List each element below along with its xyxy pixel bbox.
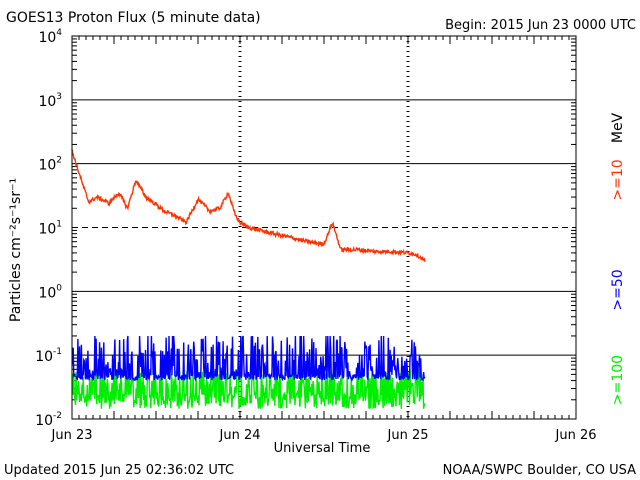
legend-ge100: >=100 [610,355,626,405]
x-tick-label: Jun 25 [387,428,429,443]
x-tick-label: Jun 24 [219,428,261,443]
plot-frame [71,35,577,420]
y-tick-label: 104 [38,28,62,46]
legend-mev-unit: MeV [610,112,626,143]
x-tick-label: Jun 26 [555,428,597,443]
credit-label: NOAA/SWPC Boulder, CO USA [443,463,636,478]
series-ge50-line [71,335,426,382]
y-tick-label: 10-2 [35,411,62,429]
updated-label: Updated 2015 Jun 25 02:36:02 UTC [4,463,234,478]
legend-ge50: >=50 [610,269,626,310]
y-axis-label: Particles cm⁻²s⁻¹sr⁻¹ [8,178,24,322]
legend-ge10: >=10 [610,159,626,200]
y-tick-label: 103 [38,92,62,110]
x-axis-label: Universal Time [274,441,371,456]
begin-label: Begin: 2015 Jun 23 0000 UTC [445,18,636,33]
y-tick-label: 101 [38,220,62,238]
y-tick-label: 102 [38,156,62,174]
x-tick-label: Jun 23 [51,428,93,443]
y-tick-label: 100 [38,283,62,301]
y-tick-label: 10-1 [35,347,62,365]
series-ge100-line [71,369,426,410]
chart-title: GOES13 Proton Flux (5 minute data) [6,10,261,26]
series-ge10-line [71,149,426,262]
